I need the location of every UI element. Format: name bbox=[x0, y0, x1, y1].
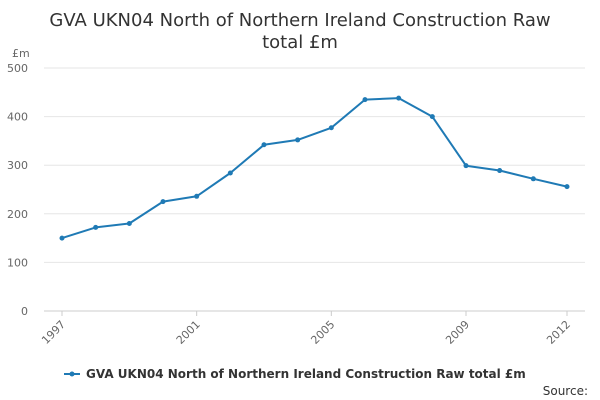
data-point-1999[interactable] bbox=[126, 221, 132, 227]
chart-title-line-2: total £m bbox=[262, 32, 338, 53]
y-axis-unit-label: £m bbox=[12, 47, 30, 60]
data-point-2010[interactable] bbox=[497, 168, 503, 174]
chart-title-line-1: GVA UKN04 North of Northern Ireland Cons… bbox=[49, 10, 550, 31]
x-tick-label: 2001 bbox=[174, 318, 203, 347]
data-point-2003[interactable] bbox=[261, 142, 267, 148]
series-layer bbox=[59, 95, 570, 241]
y-tick-label: 300 bbox=[7, 159, 28, 172]
data-point-1998[interactable] bbox=[93, 224, 99, 230]
x-tick-label: 2012 bbox=[544, 318, 573, 347]
data-point-2002[interactable] bbox=[227, 170, 233, 176]
legend-point-marker bbox=[69, 371, 75, 377]
x-tick-label: 1997 bbox=[39, 318, 68, 347]
y-tick-label: 400 bbox=[7, 111, 28, 124]
source-label: Source: bbox=[543, 384, 588, 398]
series-line bbox=[61, 97, 568, 240]
x-axis-ticks: 1997 2001 2005 2009 2012 bbox=[39, 311, 573, 347]
legend[interactable]: GVA UKN04 North of Northern Ireland Cons… bbox=[64, 367, 526, 381]
y-tick-label: 100 bbox=[7, 256, 28, 269]
data-point-2000[interactable] bbox=[160, 199, 166, 205]
data-point-2008[interactable] bbox=[429, 114, 435, 120]
data-point-2011[interactable] bbox=[530, 176, 536, 182]
x-tick-label: 2005 bbox=[308, 318, 337, 347]
data-point-2012[interactable] bbox=[564, 184, 570, 190]
data-point-2009[interactable] bbox=[463, 163, 469, 169]
data-point-2004[interactable] bbox=[295, 137, 301, 143]
data-point-1997[interactable] bbox=[59, 235, 65, 241]
gridlines bbox=[44, 67, 585, 312]
data-point-2001[interactable] bbox=[194, 193, 200, 199]
data-point-2007[interactable] bbox=[396, 95, 402, 101]
x-tick-label: 2009 bbox=[443, 318, 472, 347]
y-tick-label: 500 bbox=[7, 62, 28, 75]
data-point-2006[interactable] bbox=[362, 97, 368, 103]
y-tick-label: 200 bbox=[7, 208, 28, 221]
data-point-2005[interactable] bbox=[328, 125, 334, 131]
y-tick-label: 0 bbox=[21, 305, 28, 318]
legend-label: GVA UKN04 North of Northern Ireland Cons… bbox=[86, 367, 526, 381]
y-axis-ticks: 0 100 200 300 400 500 bbox=[7, 62, 28, 318]
